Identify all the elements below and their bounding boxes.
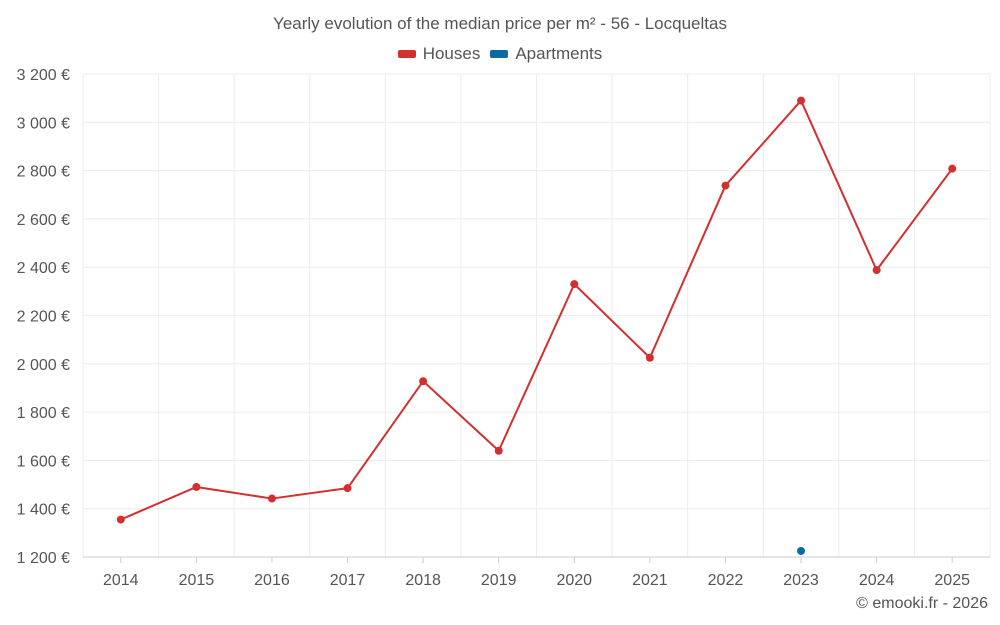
legend-swatch-apartments: [490, 50, 509, 58]
data-point-houses: [797, 96, 806, 105]
x-tick-label: 2017: [330, 572, 366, 589]
chart-title: Yearly evolution of the median price per…: [273, 14, 727, 33]
y-tick-label: 2 400 €: [17, 260, 70, 277]
y-tick-label: 2 800 €: [17, 164, 70, 181]
y-tick-label: 1 600 €: [17, 453, 70, 470]
data-point-houses: [948, 164, 957, 173]
y-tick-label: 1 400 €: [17, 502, 70, 519]
x-tick-label: 2016: [254, 572, 290, 589]
x-tick-label: 2025: [934, 572, 970, 589]
x-tick-label: 2022: [708, 572, 744, 589]
x-tick-label: 2014: [103, 572, 139, 589]
x-tick-label: 2023: [783, 572, 819, 589]
series-line-houses: [120, 99, 954, 521]
x-tick-label: 2020: [556, 572, 592, 589]
data-point-houses: [267, 494, 276, 503]
y-tick-label: 2 200 €: [17, 309, 70, 326]
y-tick-label: 3 000 €: [17, 115, 70, 132]
data-point-houses: [116, 515, 125, 524]
legend-label-apartments: Apartments: [515, 44, 603, 63]
y-tick-label: 1 800 €: [17, 405, 70, 422]
data-point-houses: [570, 280, 579, 289]
data-point-houses: [494, 446, 503, 455]
data-point-houses: [192, 482, 201, 491]
x-tick-label: 2015: [179, 572, 215, 589]
x-tick-label: 2021: [632, 572, 668, 589]
x-tick-label: 2019: [481, 572, 517, 589]
x-tick-label: 2018: [405, 572, 441, 589]
data-point-houses: [343, 484, 352, 493]
data-point-houses: [419, 377, 428, 386]
legend-swatch-houses: [397, 50, 416, 58]
y-tick-label: 3 200 €: [17, 67, 70, 84]
legend: Houses Apartments: [0, 44, 1000, 64]
data-point-apartments: [797, 546, 806, 555]
x-tick-label: 2024: [859, 572, 895, 589]
y-tick-label: 1 200 €: [17, 550, 70, 567]
data-point-houses: [721, 181, 730, 190]
copyright-credit: © emooki.fr - 2026: [856, 595, 988, 612]
legend-label-houses: Houses: [422, 44, 481, 63]
y-tick-label: 2 600 €: [17, 212, 70, 229]
data-point-houses: [645, 353, 654, 362]
data-point-houses: [872, 266, 881, 275]
y-tick-label: 2 000 €: [17, 357, 70, 374]
legend-item-houses[interactable]: Houses: [397, 44, 481, 64]
legend-item-apartments[interactable]: Apartments: [490, 44, 602, 64]
